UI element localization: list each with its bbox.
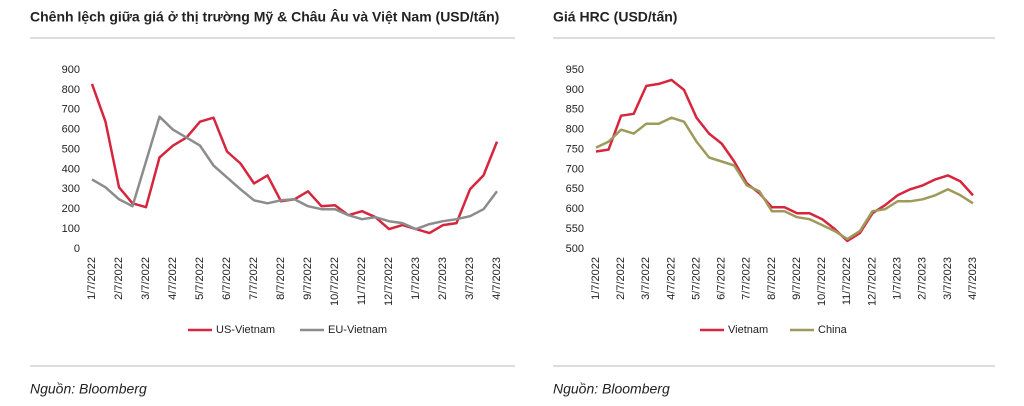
y-tick-label: 550	[566, 223, 584, 235]
y-tick-label: 500	[566, 243, 584, 255]
y-tick-label: 750	[566, 143, 584, 155]
x-tick-label: 5/7/2022	[194, 257, 206, 300]
legend-label: US-Vietnam	[216, 324, 275, 336]
x-tick-label: 1/7/2022	[590, 257, 602, 300]
y-tick-label: 950	[566, 64, 584, 76]
x-tick-label: 10/7/2022	[816, 257, 828, 306]
y-tick-label: 300	[62, 183, 80, 195]
y-tick-label: 900	[566, 84, 584, 96]
x-tick-label: 2/7/2023	[917, 257, 929, 300]
series-line	[90, 83, 499, 235]
x-tick-label: 2/7/2022	[113, 257, 125, 300]
legend-label: Vietnam	[728, 324, 768, 336]
x-tick-label: 2/7/2022	[615, 257, 627, 300]
x-tick-label: 9/7/2022	[791, 257, 803, 300]
source-note: Nguồn: Bloomberg	[30, 381, 147, 397]
x-tick-label: 6/7/2022	[221, 257, 233, 300]
series-line	[595, 78, 974, 243]
y-tick-label: 100	[62, 223, 80, 235]
x-tick-label: 11/7/2022	[841, 257, 853, 305]
x-tick-label: 12/7/2022	[383, 257, 395, 306]
x-tick-label: 11/7/2022	[356, 257, 368, 305]
x-tick-label: 1/7/2023	[410, 257, 422, 300]
series-line	[91, 115, 498, 231]
x-tick-label: 3/7/2022	[640, 257, 652, 300]
legend-label: EU-Vietnam	[328, 324, 387, 336]
x-tick-label: 3/7/2023	[464, 257, 476, 300]
x-tick-label: 4/7/2022	[665, 257, 677, 300]
y-tick-label: 650	[566, 183, 584, 195]
y-tick-label: 600	[566, 203, 584, 215]
chart-title: Chênh lệch giữa giá ở thị trường Mỹ & Ch…	[30, 8, 499, 25]
y-tick-label: 600	[62, 124, 80, 136]
y-tick-label: 850	[566, 104, 584, 116]
y-tick-label: 900	[62, 64, 80, 76]
y-tick-label: 700	[566, 163, 584, 175]
x-tick-label: 1/7/2023	[892, 257, 904, 300]
x-tick-label: 4/7/2022	[167, 257, 179, 300]
x-tick-label: 3/7/2023	[942, 257, 954, 300]
x-tick-label: 12/7/2022	[866, 257, 878, 306]
y-tick-label: 0	[74, 243, 80, 255]
y-tick-label: 200	[62, 203, 80, 215]
y-tick-label: 700	[62, 104, 80, 116]
x-tick-label: 8/7/2022	[275, 257, 287, 300]
x-tick-label: 7/7/2022	[741, 257, 753, 300]
y-tick-label: 400	[62, 163, 80, 175]
x-tick-label: 4/7/2023	[491, 257, 503, 300]
y-tick-label: 800	[566, 124, 584, 136]
x-tick-label: 5/7/2022	[690, 257, 702, 300]
x-tick-label: 8/7/2022	[766, 257, 778, 300]
series-line	[595, 116, 974, 241]
chart-title: Giá HRC (USD/tấn)	[553, 9, 677, 25]
x-tick-label: 9/7/2022	[302, 257, 314, 300]
y-tick-label: 500	[62, 143, 80, 155]
x-tick-label: 4/7/2023	[967, 257, 979, 300]
x-tick-label: 2/7/2023	[437, 257, 449, 300]
x-tick-label: 7/7/2022	[248, 257, 260, 300]
legend-label: China	[818, 324, 848, 336]
source-note: Nguồn: Bloomberg	[553, 381, 670, 397]
y-tick-label: 800	[62, 84, 80, 96]
x-tick-label: 6/7/2022	[716, 257, 728, 300]
x-tick-label: 3/7/2022	[140, 257, 152, 300]
x-tick-label: 10/7/2022	[329, 257, 341, 306]
x-tick-label: 1/7/2022	[86, 257, 98, 300]
